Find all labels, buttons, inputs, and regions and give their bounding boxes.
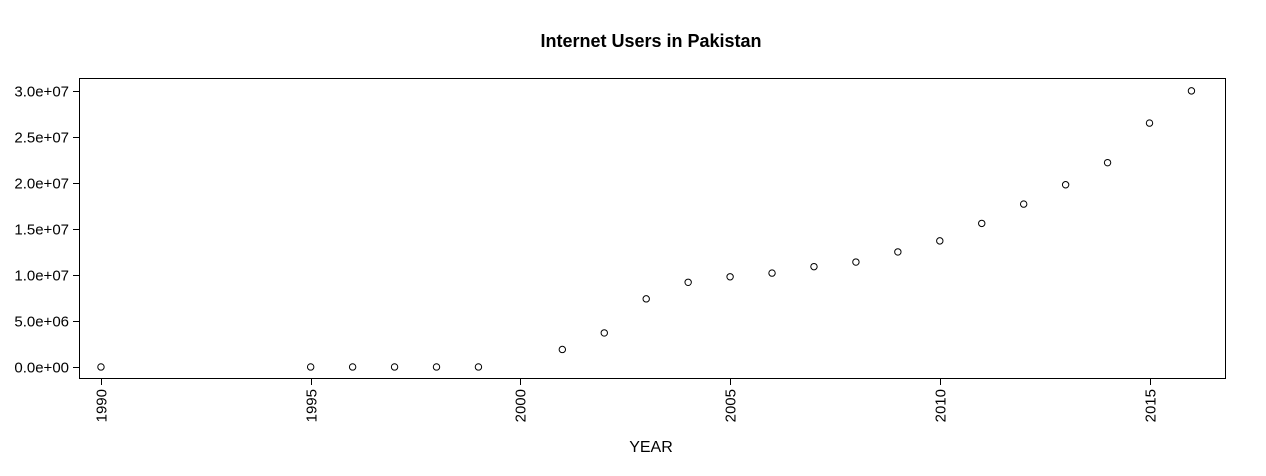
data-point	[852, 258, 860, 266]
x-axis-title: YEAR	[629, 439, 673, 456]
data-point	[684, 278, 692, 286]
data-point	[894, 248, 902, 256]
x-tick-label: 1990	[94, 389, 111, 422]
x-tick-label: 1995	[304, 389, 321, 422]
data-point	[768, 269, 776, 277]
x-tick-label: 2010	[933, 389, 950, 422]
plot-frame	[79, 78, 1226, 379]
data-point	[1145, 119, 1154, 127]
data-point	[474, 363, 483, 371]
x-tick-label: 2000	[513, 389, 530, 422]
data-point	[390, 363, 399, 371]
data-point	[600, 329, 608, 337]
y-tick-label: 1.0e+07	[14, 268, 69, 285]
x-tick-label: 2005	[723, 389, 740, 422]
data-point	[642, 295, 650, 303]
x-axis: 1990 1995 2000 2005 2010 2015	[94, 378, 1160, 422]
data-point	[97, 363, 105, 371]
data-point	[306, 363, 315, 371]
data-point	[936, 237, 944, 245]
data-point	[810, 262, 818, 271]
data-point	[978, 219, 986, 228]
data-points	[97, 87, 1196, 371]
data-point	[558, 345, 567, 354]
y-axis: 0.0e+00 5.0e+06 1.0e+07 1.5e+07 2.0e+07 2.5e+…	[14, 84, 80, 377]
y-tick-label: 1.5e+07	[14, 222, 69, 239]
data-point	[726, 273, 734, 281]
data-point	[432, 363, 441, 371]
data-point	[1061, 181, 1070, 189]
y-tick-label: 0.0e+00	[14, 360, 69, 377]
data-point	[1103, 158, 1112, 167]
data-point	[348, 363, 357, 371]
y-tick-label: 3.0e+07	[14, 84, 69, 101]
chart-title: Internet Users in Pakistan	[540, 31, 761, 51]
data-point	[1019, 200, 1028, 208]
y-tick-label: 5.0e+06	[14, 314, 69, 331]
y-tick-label: 2.0e+07	[14, 176, 69, 193]
x-tick-label: 2015	[1143, 389, 1160, 422]
y-tick-label: 2.5e+07	[14, 130, 69, 147]
data-point	[1187, 87, 1196, 95]
